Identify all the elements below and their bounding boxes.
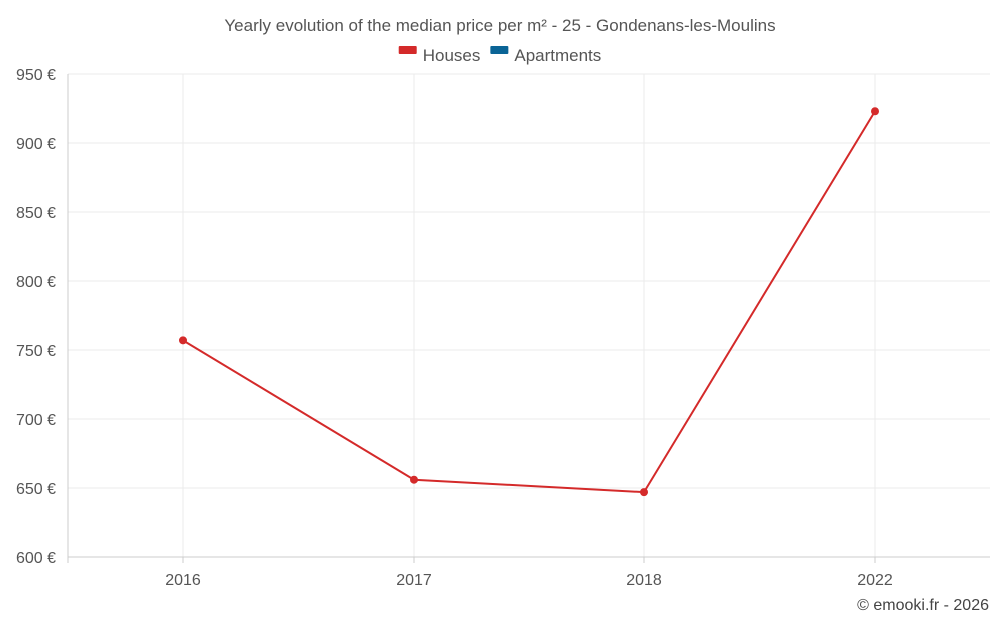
x-tick-label: 2017: [396, 572, 432, 589]
y-tick-label: 950 €: [16, 67, 56, 84]
x-tick-label: 2022: [857, 572, 893, 589]
grid: [68, 73, 990, 557]
data-point[interactable]: [410, 475, 418, 484]
y-tick-label: 650 €: [16, 481, 56, 498]
data-point[interactable]: [871, 107, 879, 116]
y-tick-label: 800 €: [16, 274, 56, 291]
legend-label: Apartments: [514, 46, 601, 65]
legend-swatch: [398, 46, 417, 54]
data-point[interactable]: [640, 488, 648, 497]
y-tick-label: 850 €: [16, 205, 56, 222]
legend-item-houses[interactable]: Houses: [398, 46, 481, 65]
legend-item-apartments[interactable]: Apartments: [490, 46, 601, 65]
legend: Houses Apartments: [398, 46, 601, 65]
legend-label: Houses: [423, 46, 481, 65]
series-layer: [179, 107, 879, 497]
y-tick-label: 750 €: [16, 343, 56, 360]
x-tick-label: 2016: [165, 572, 201, 589]
y-tick-label: 700 €: [16, 412, 56, 429]
credit-text: © emooki.fr - 2026: [857, 597, 989, 614]
legend-swatch: [490, 46, 509, 54]
legend-items: Houses Apartments: [398, 46, 601, 65]
y-tick-label: 600 €: [16, 550, 56, 567]
axes: 600 € 650 € 700 € 750 € 800 € 850 € 900 € 950 €…: [16, 67, 990, 589]
y-tick-label: 900 €: [16, 136, 56, 153]
data-point[interactable]: [179, 336, 187, 345]
series-line-houses: [182, 110, 876, 494]
x-tick-label: 2018: [626, 572, 662, 589]
chart-title: Yearly evolution of the median price per…: [224, 16, 775, 35]
